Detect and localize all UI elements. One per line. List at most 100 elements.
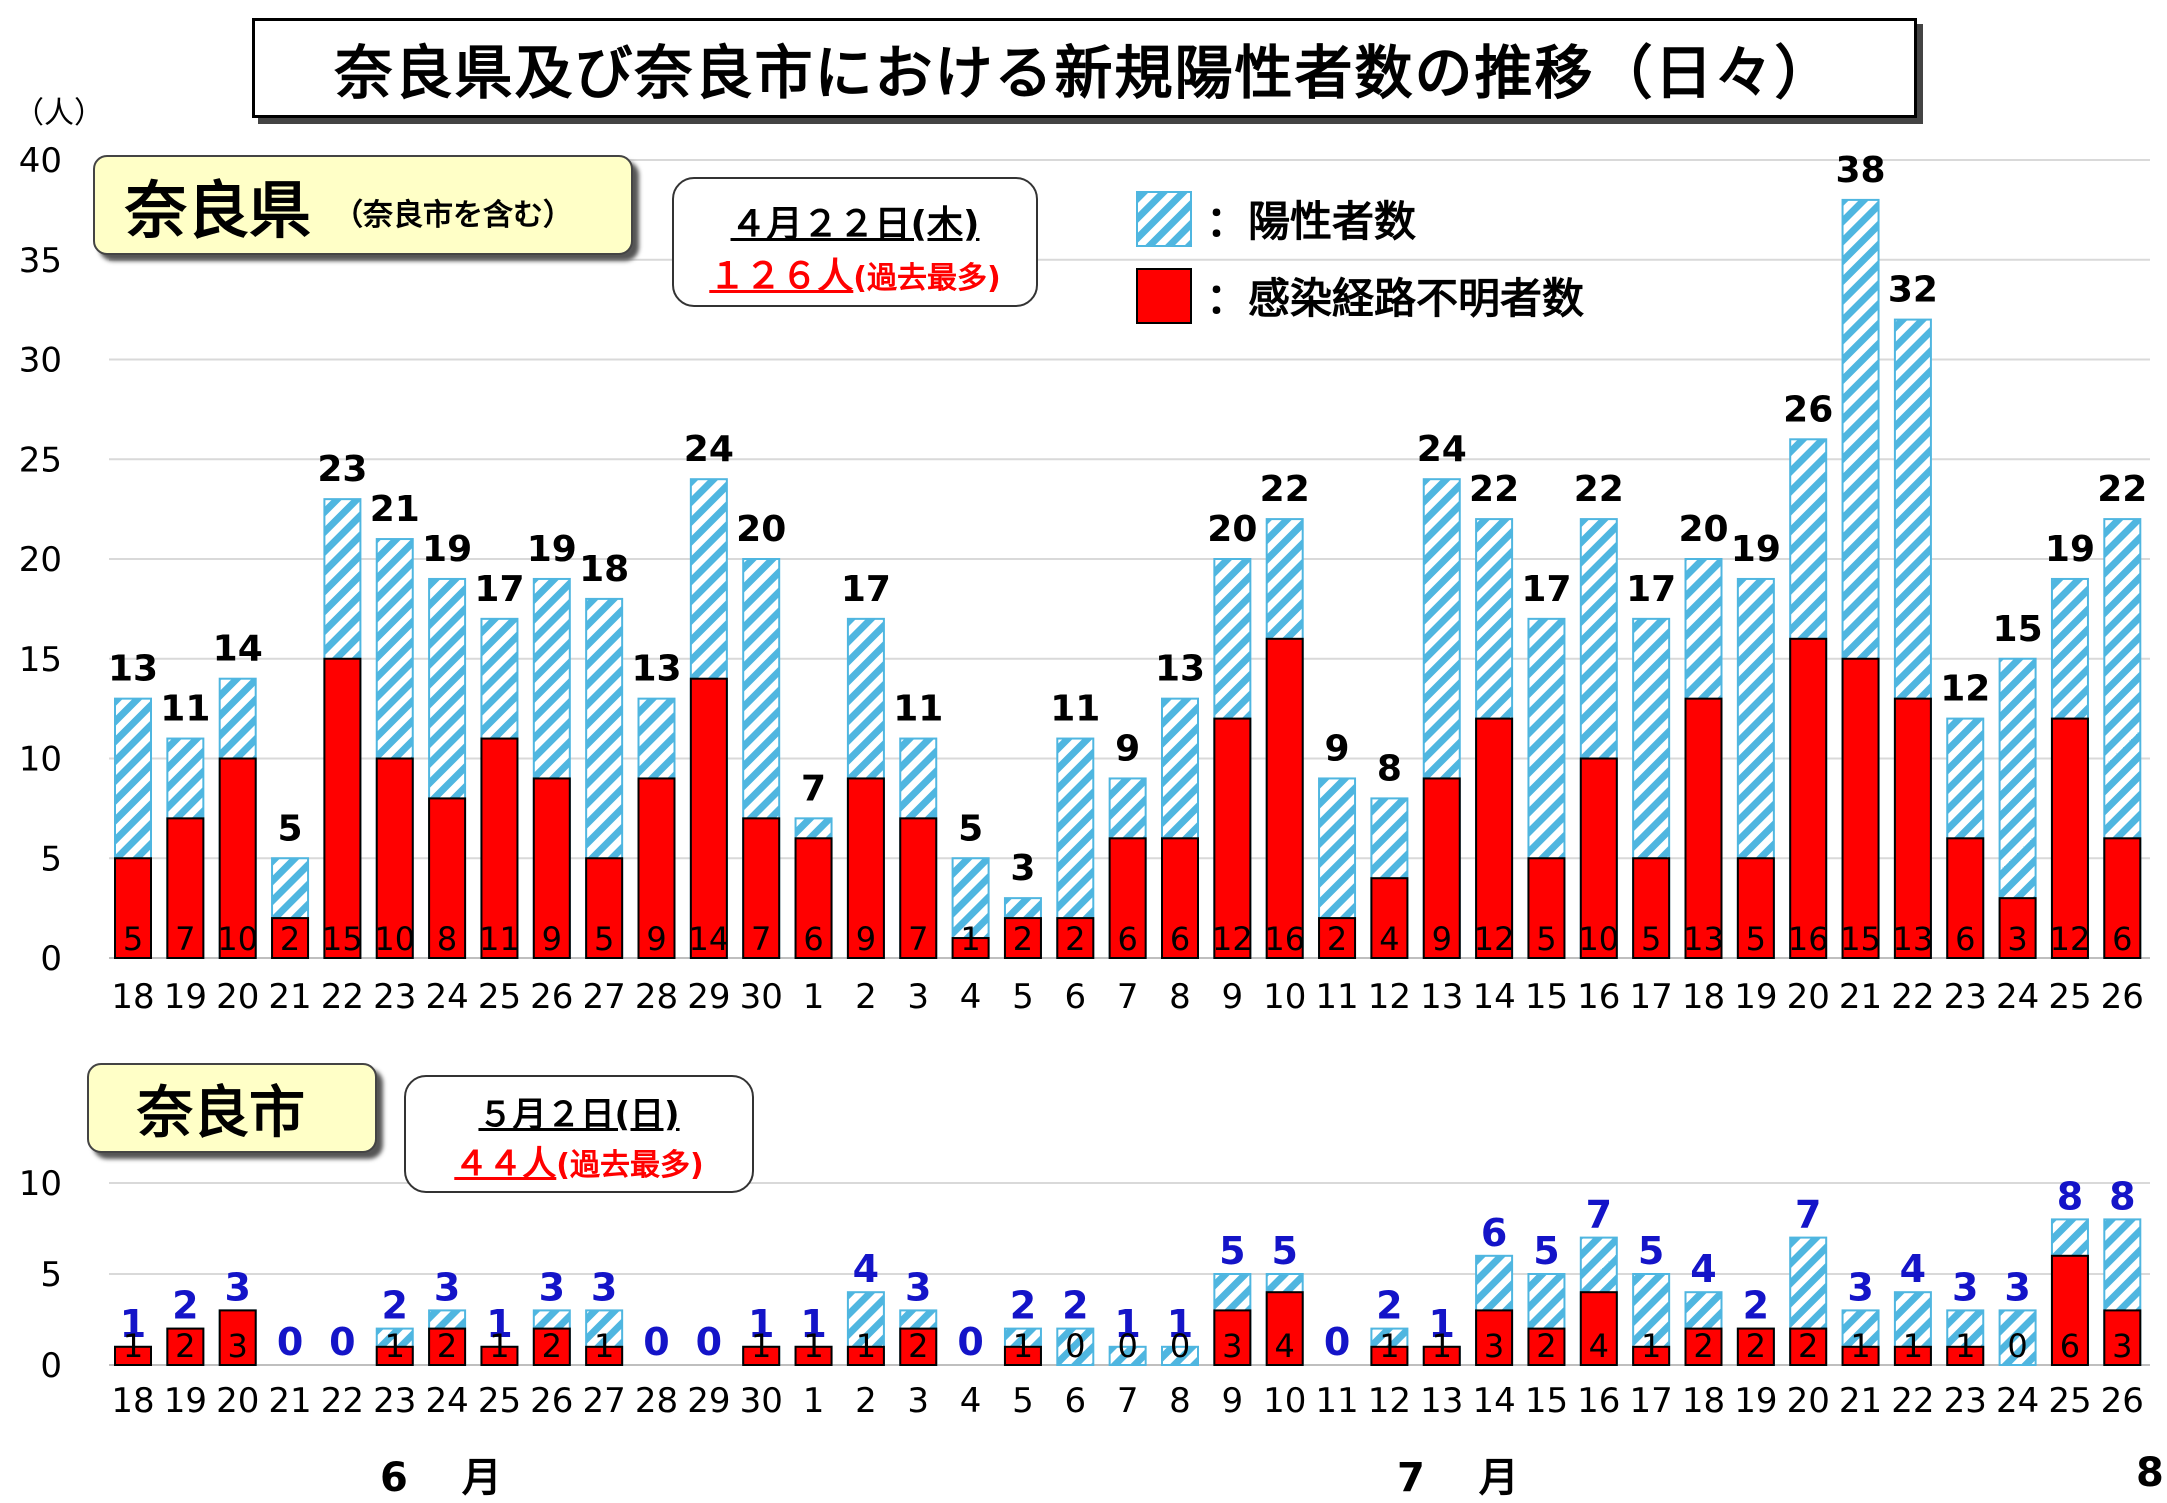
city-unknown-bar (1841, 1345, 1880, 1367)
prefecture-x-tick-label: 30 (740, 977, 783, 1017)
prefecture-unknown-label: 6 (1170, 920, 1190, 958)
legend-total-swatch (1136, 190, 1192, 247)
city-unknown-bar (1789, 1327, 1828, 1366)
prefecture-x-tick-label: 25 (2048, 977, 2091, 1017)
city-unknown-label: 1 (856, 1327, 876, 1365)
prefecture-y-tick-label: 0 (40, 939, 62, 979)
city-x-tick-label: 28 (635, 1381, 678, 1421)
city-x-tick-label: 24 (1996, 1381, 2039, 1421)
prefecture-unknown-bar (1998, 897, 2037, 960)
prefecture-x-tick-label: 13 (1420, 977, 1463, 1017)
prefecture-unknown-label: 4 (1379, 920, 1399, 958)
prefecture-unknown-bar (114, 857, 152, 959)
city-total-bar (1108, 1345, 1147, 1367)
city-x-tick-label: 6 (1064, 1381, 1086, 1421)
city-unknown-bar (218, 1309, 257, 1367)
prefecture-unknown-bar (1370, 877, 1409, 960)
prefecture-total-label: 11 (893, 689, 943, 730)
city-x-axis: 18 19 20 21 22 23 24 25 26 27 28 29 30 1 2 3 4 5 6 7 8 9 10 11 1… (111, 1381, 2144, 1421)
prefecture-total-label: 24 (684, 429, 734, 470)
city-x-tick-label: 3 (907, 1381, 929, 1421)
prefecture-x-tick-label: 11 (1315, 977, 1358, 1017)
prefecture-unknown-label: 10 (217, 920, 258, 958)
city-unknown-label: 1 (1850, 1327, 1870, 1365)
prefecture-total-label: 20 (1678, 509, 1728, 550)
prefecture-unknown-bar (480, 737, 519, 959)
city-unknown-label: 0 (1065, 1327, 1085, 1365)
city-total-label: 1 (120, 1302, 146, 1346)
city-unknown-bar (1893, 1345, 1932, 1367)
prefecture-total-label: 11 (1050, 689, 1100, 730)
prefecture-unknown-label: 5 (1746, 920, 1766, 958)
legend-unknown-label: ：感染経路不明者数 (1206, 274, 1585, 323)
city-total-label: 3 (434, 1265, 460, 1309)
prefecture-unknown-label: 9 (856, 920, 876, 958)
city-total-label: 7 (1795, 1193, 1821, 1237)
prefecture-x-tick-label: 19 (1734, 977, 1777, 1017)
city-unknown-label: 2 (1693, 1327, 1713, 1365)
city-total-label: 5 (1219, 1229, 1245, 1273)
month-label-aug: 8 (2136, 1450, 2164, 1496)
prefecture-total-label: 22 (1260, 469, 1310, 510)
prefecture-x-tick-label: 24 (425, 977, 468, 1017)
city-unknown-label: 2 (1536, 1327, 1556, 1365)
city-unknown-label: 1 (1432, 1327, 1452, 1365)
prefecture-unknown-bar (2103, 837, 2142, 959)
city-x-tick-label: 9 (1222, 1381, 1244, 1421)
prefecture-unknown-label: 5 (1536, 920, 1556, 958)
prefecture-unknown-bar (323, 657, 362, 959)
prefecture-x-tick-label: 8 (1169, 977, 1191, 1017)
month-label-july: 7 月 (1397, 1455, 1519, 1501)
prefecture-unknown-label: 2 (1013, 920, 1033, 958)
city-x-tick-label: 20 (1787, 1381, 1830, 1421)
city-x-tick-label: 26 (2101, 1381, 2144, 1421)
city-unknown-label: 1 (803, 1327, 823, 1365)
city-unknown-bar (899, 1327, 938, 1366)
city-x-tick-label: 14 (1472, 1381, 1515, 1421)
city-unknown-label: 4 (1275, 1327, 1295, 1365)
prefecture-x-tick-label: 6 (1064, 977, 1086, 1017)
prefecture-unknown-bar (271, 917, 310, 959)
city-label: 奈良市 (137, 1080, 305, 1146)
prefecture-unknown-bar (742, 817, 781, 959)
prefecture-total-label: 20 (736, 509, 786, 550)
city-x-tick-label: 17 (1630, 1381, 1673, 1421)
prefecture-total-label: 13 (108, 649, 158, 690)
city-unknown-bar (166, 1327, 205, 1366)
prefecture-x-tick-label: 20 (1787, 977, 1830, 1017)
prefecture-unknown-label: 16 (1264, 920, 1305, 958)
city-unknown-label: 2 (542, 1327, 562, 1365)
city-x-tick-label: 19 (164, 1381, 207, 1421)
city-total-label: 3 (1952, 1265, 1978, 1309)
city-unknown-bar (114, 1345, 152, 1367)
prefecture-x-tick-label: 5 (1012, 977, 1034, 1017)
prefecture-total-label: 9 (1115, 728, 1140, 769)
city-x-tick-label: 24 (425, 1381, 468, 1421)
city-x-tick-label: 21 (268, 1381, 311, 1421)
prefecture-unknown-bar (1946, 837, 1985, 959)
city-unknown-label: 3 (228, 1327, 248, 1365)
prefecture-unknown-label: 15 (322, 920, 363, 958)
city-total-bar (1998, 1309, 2037, 1367)
city-x-tick-label: 8 (1169, 1381, 1191, 1421)
city-unknown-label: 1 (1379, 1327, 1399, 1365)
prefecture-x-tick-label: 22 (321, 977, 364, 1017)
city-unknown-label: 1 (1013, 1327, 1033, 1365)
prefecture-total-label: 13 (1155, 649, 1205, 690)
city-total-label: 3 (224, 1265, 250, 1309)
prefecture-unknown-bar (1161, 837, 1199, 959)
city-x-tick-label: 18 (111, 1381, 154, 1421)
city-x-tick-label: 18 (1682, 1381, 1725, 1421)
prefecture-unknown-label: 12 (1474, 920, 1515, 958)
prefecture-unknown-label: 10 (1578, 920, 1619, 958)
prefecture-total-label: 11 (160, 689, 210, 730)
city-unknown-label: 1 (751, 1327, 771, 1365)
city-x-tick-label: 21 (1839, 1381, 1882, 1421)
city-x-tick-label: 10 (1263, 1381, 1306, 1421)
prefecture-total-label: 17 (841, 569, 891, 610)
prefecture-unknown-bar (794, 837, 833, 959)
city-x-tick-label: 22 (321, 1381, 364, 1421)
prefecture-unknown-label: 5 (1641, 920, 1661, 958)
prefecture-unknown-bar (166, 817, 205, 959)
prefecture-y-tick-label: 30 (19, 341, 62, 381)
